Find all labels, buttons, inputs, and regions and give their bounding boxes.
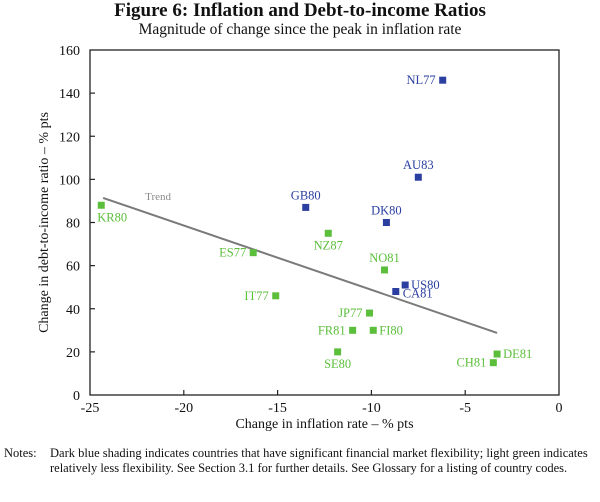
point-gb80[interactable]	[302, 203, 310, 211]
x-axis-title: Change in inflation rate – % pts	[235, 417, 413, 432]
y-tick-label: 160	[59, 44, 80, 59]
y-tick-label: 60	[66, 260, 80, 275]
point-se80[interactable]	[334, 348, 342, 356]
point-label: DK80	[371, 204, 402, 218]
point-ch81[interactable]	[489, 359, 497, 367]
y-tick-label: 100	[59, 173, 80, 188]
point-de81[interactable]	[493, 350, 501, 358]
point-ca81[interactable]	[392, 288, 400, 295]
point-dk80[interactable]	[382, 219, 390, 226]
y-tick-label: 40	[66, 303, 80, 318]
point-label: NL77	[407, 73, 436, 87]
point-label: IT77	[244, 289, 268, 303]
point-label: AU83	[403, 158, 434, 172]
point-label: NZ87	[314, 238, 343, 252]
trend-label: Trend	[145, 191, 171, 203]
axes: 0 20 40 60 80 100 120 140 160 -25 -20 -15 -10 -5 0	[59, 44, 563, 416]
y-tick-label: 20	[66, 346, 80, 361]
point-us80[interactable]	[401, 281, 409, 289]
point-label: NO81	[369, 251, 400, 265]
scatter-chart: 0 20 40 60 80 100 120 140 160 -25 -20 -15 -10 -5 0 Tre…	[37, 44, 563, 432]
point-fr81[interactable]	[349, 326, 357, 334]
y-tick-label: 0	[73, 389, 80, 404]
point-label: CH81	[456, 356, 486, 370]
point-au83[interactable]	[414, 173, 422, 181]
plot-frame	[89, 49, 560, 396]
point-kr80[interactable]	[97, 201, 105, 209]
x-tick-label: -5	[459, 401, 471, 416]
notes-label: Notes:	[4, 446, 37, 460]
trend-line	[102, 196, 498, 334]
point-label: SE80	[324, 357, 351, 371]
y-tick-label: 120	[59, 130, 80, 145]
trend-group: Trend	[102, 191, 498, 334]
x-tick-label: 0	[556, 401, 563, 416]
point-label: KR80	[97, 210, 127, 224]
chart-title: Figure 6: Inflation and Debt-to-income R…	[114, 0, 486, 21]
point-label: US80	[411, 278, 439, 292]
point-nz87[interactable]	[324, 229, 332, 237]
point-label: GB80	[291, 188, 321, 202]
x-tick-label: -20	[174, 401, 193, 416]
point-label: JP77	[338, 306, 362, 320]
notes-text: Dark blue shading indicates countries th…	[50, 446, 588, 475]
point-es77[interactable]	[249, 249, 257, 257]
point-label: FR81	[318, 323, 346, 337]
point-fi80[interactable]	[369, 326, 377, 334]
point-label: CA81	[403, 287, 433, 301]
x-tick-label: -25	[81, 401, 100, 416]
point-no81[interactable]	[381, 266, 389, 274]
point-label: FI80	[379, 323, 403, 337]
y-axis-title: Change in debt-to-income ratio – % pts	[37, 112, 52, 333]
x-tick-label: -10	[362, 401, 381, 416]
y-tick-label: 140	[59, 87, 80, 102]
point-label: ES77	[219, 246, 246, 260]
point-jp77[interactable]	[366, 309, 374, 317]
x-tick-label: -15	[268, 401, 287, 416]
chart-subtitle: Magnitude of change since the peak in in…	[138, 21, 462, 38]
point-nl77[interactable]	[439, 76, 447, 84]
y-tick-label: 80	[66, 217, 80, 232]
point-label: DE81	[503, 347, 532, 361]
point-it77[interactable]	[272, 292, 280, 300]
